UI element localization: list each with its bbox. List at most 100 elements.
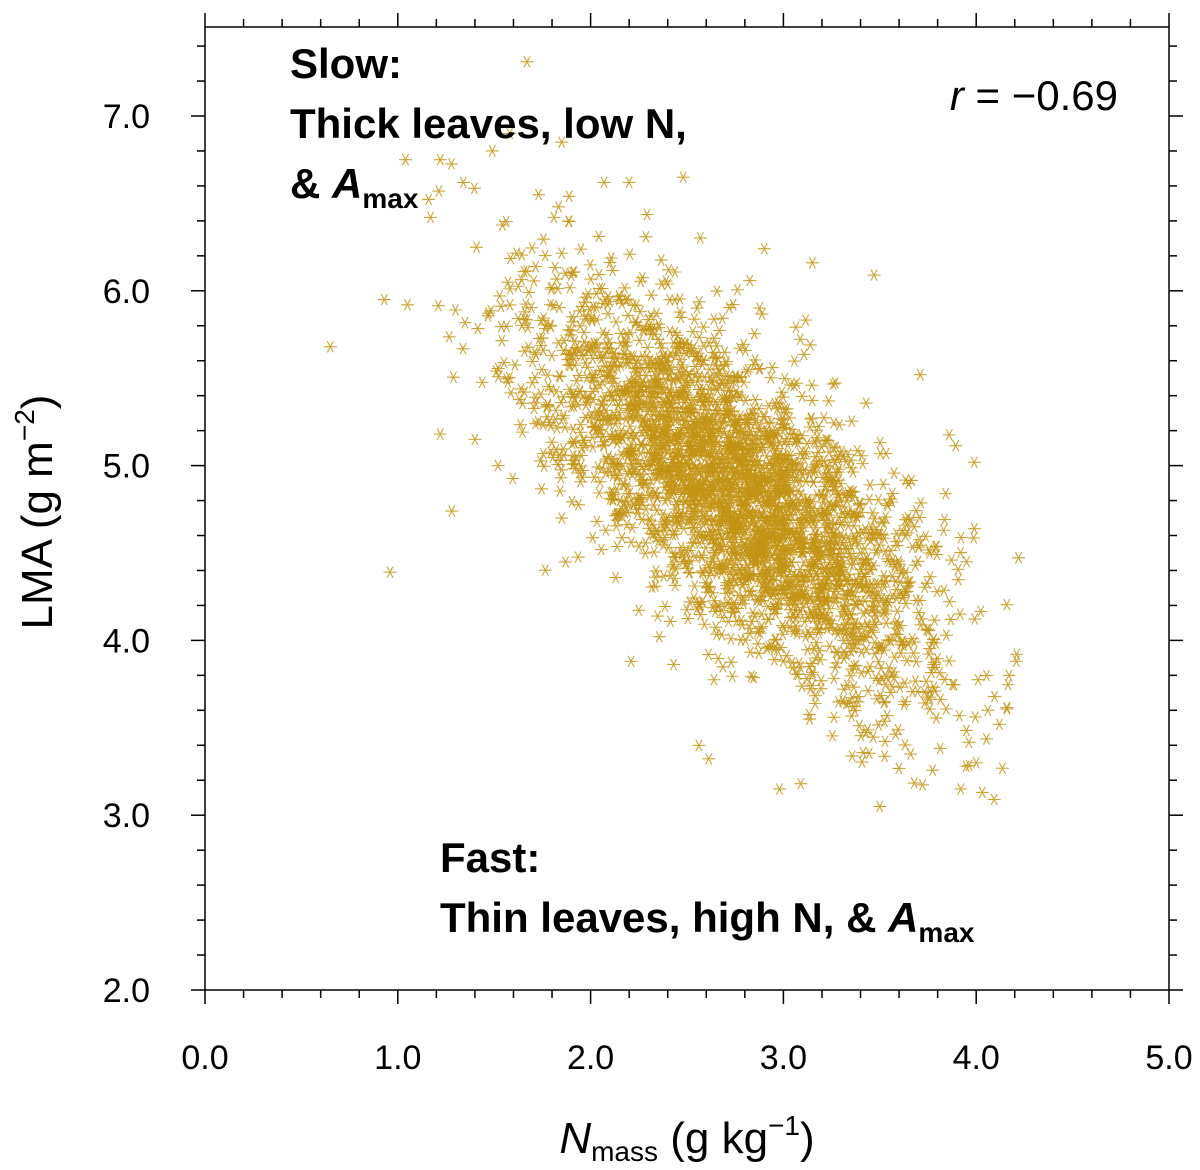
data-point	[533, 455, 547, 467]
data-point	[446, 371, 460, 384]
data-point	[657, 465, 671, 478]
data-point	[734, 614, 748, 627]
data-point	[969, 756, 983, 769]
data-point	[601, 290, 615, 303]
data-point	[609, 351, 623, 364]
data-point	[485, 145, 499, 157]
data-point	[647, 546, 661, 558]
data-point	[557, 344, 571, 357]
data-point	[541, 369, 555, 381]
data-point	[913, 594, 927, 607]
data-point	[771, 424, 785, 437]
data-point	[717, 478, 731, 491]
data-point	[503, 127, 517, 140]
data-point	[962, 759, 976, 772]
data-point	[730, 486, 744, 499]
data-point	[719, 358, 733, 371]
data-point	[658, 374, 672, 386]
data-point	[831, 474, 845, 487]
x-axis-title-unit: (g kg	[658, 1114, 768, 1163]
data-point	[719, 370, 733, 382]
data-point	[745, 534, 759, 546]
data-point	[832, 419, 846, 431]
data-point	[739, 365, 753, 378]
data-point	[668, 266, 682, 278]
data-point	[656, 350, 670, 363]
data-point	[687, 536, 701, 548]
data-point	[724, 656, 738, 669]
data-point	[1001, 678, 1015, 691]
data-point	[907, 647, 921, 659]
data-point	[861, 684, 875, 697]
data-point	[623, 326, 637, 339]
data-point	[484, 304, 498, 317]
data-point	[634, 438, 648, 451]
data-point	[760, 642, 774, 654]
data-point	[664, 569, 678, 582]
data-point	[691, 428, 705, 441]
data-point	[668, 579, 682, 592]
data-point	[650, 464, 664, 477]
data-point	[635, 513, 649, 526]
data-point	[939, 487, 953, 500]
data-point	[698, 403, 712, 416]
data-point	[517, 345, 531, 358]
data-point	[793, 533, 807, 545]
data-point	[712, 422, 726, 434]
fast-line-2: Thin leaves, high N, & Amax	[440, 894, 975, 948]
data-point	[644, 527, 658, 540]
data-point	[702, 752, 716, 765]
data-point	[820, 476, 834, 488]
data-point	[832, 511, 846, 524]
data-point	[555, 512, 569, 524]
data-point	[739, 494, 753, 506]
data-point	[914, 497, 928, 509]
data-point	[743, 646, 757, 659]
data-point	[825, 517, 839, 529]
data-point	[729, 375, 743, 387]
data-point	[614, 502, 628, 515]
data-point	[768, 603, 782, 616]
data-point	[578, 439, 592, 452]
data-point	[458, 316, 472, 329]
data-point	[538, 249, 552, 262]
data-point	[726, 298, 740, 311]
data-point	[675, 385, 689, 398]
data-point	[532, 188, 546, 201]
data-point	[827, 526, 841, 539]
plot-frame	[204, 26, 1170, 991]
data-point	[502, 371, 516, 384]
data-point	[682, 567, 696, 579]
data-point	[717, 415, 731, 428]
data-point	[954, 783, 968, 795]
data-point	[866, 506, 880, 519]
data-point	[867, 269, 881, 281]
data-point	[705, 475, 719, 488]
data-point	[1010, 648, 1024, 661]
data-point	[705, 529, 719, 541]
data-point	[470, 241, 484, 254]
data-point	[645, 323, 659, 336]
data-point	[930, 585, 944, 598]
data-point	[878, 545, 892, 558]
data-point	[898, 739, 912, 751]
data-point	[616, 460, 630, 472]
data-point	[913, 511, 927, 524]
data-point	[926, 764, 940, 777]
data-point	[377, 293, 391, 306]
data-point	[850, 444, 864, 457]
data-point	[678, 507, 692, 520]
data-point	[773, 401, 787, 414]
data-point	[610, 514, 624, 526]
data-point	[772, 412, 786, 425]
data-point	[876, 478, 890, 491]
data-point	[818, 570, 832, 583]
data-point	[877, 576, 891, 588]
data-point	[879, 447, 893, 460]
x-axis-title-sup: −1	[768, 1110, 800, 1141]
data-point	[642, 481, 656, 494]
data-point	[537, 460, 551, 473]
data-point	[557, 449, 571, 462]
data-point	[772, 454, 786, 466]
